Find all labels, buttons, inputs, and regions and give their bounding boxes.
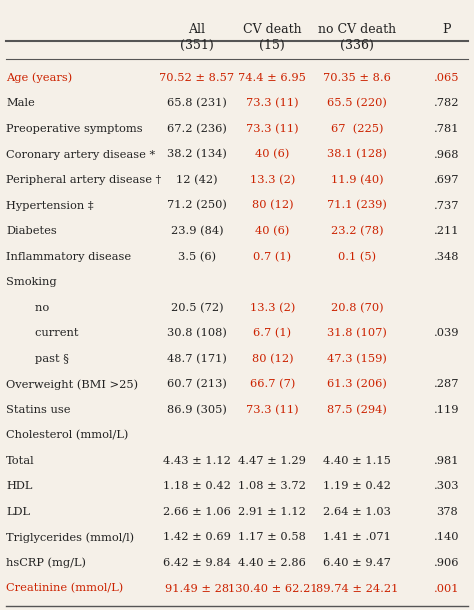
Text: .906: .906: [434, 558, 459, 568]
Text: 4.40 ± 2.86: 4.40 ± 2.86: [238, 558, 306, 568]
Text: HDL: HDL: [6, 481, 33, 492]
Text: Peripheral artery disease †: Peripheral artery disease †: [6, 175, 161, 185]
Text: .737: .737: [434, 201, 459, 210]
Text: .039: .039: [434, 328, 459, 338]
Text: 38.1 (128): 38.1 (128): [327, 149, 387, 160]
Text: 20.5 (72): 20.5 (72): [171, 303, 223, 313]
Text: .065: .065: [434, 73, 459, 83]
Text: Age (years): Age (years): [6, 73, 73, 83]
Text: 6.40 ± 9.47: 6.40 ± 9.47: [323, 558, 391, 568]
Text: .981: .981: [434, 456, 459, 466]
Text: 2.64 ± 1.03: 2.64 ± 1.03: [323, 507, 391, 517]
Text: 1.41 ± .071: 1.41 ± .071: [323, 533, 391, 542]
Text: .348: .348: [434, 252, 459, 262]
Text: 67  (225): 67 (225): [331, 124, 383, 134]
Text: 4.47 ± 1.29: 4.47 ± 1.29: [238, 456, 306, 466]
Text: 73.3 (11): 73.3 (11): [246, 404, 299, 415]
Text: LDL: LDL: [6, 507, 30, 517]
Text: 40 (6): 40 (6): [255, 226, 290, 236]
Text: 47.3 (159): 47.3 (159): [327, 354, 387, 364]
Text: All
(351): All (351): [180, 23, 214, 52]
Text: .968: .968: [434, 149, 459, 159]
Text: 67.2 (236): 67.2 (236): [167, 124, 227, 134]
Text: 65.5 (220): 65.5 (220): [327, 98, 387, 109]
Text: Male: Male: [6, 98, 35, 109]
Text: 66.7 (7): 66.7 (7): [250, 379, 295, 389]
Text: 80 (12): 80 (12): [252, 201, 293, 210]
Text: P: P: [442, 23, 451, 35]
Text: Total: Total: [6, 456, 35, 466]
Text: no: no: [6, 303, 49, 313]
Text: Preoperative symptoms: Preoperative symptoms: [6, 124, 143, 134]
Text: 0.7 (1): 0.7 (1): [253, 251, 292, 262]
Text: 86.9 (305): 86.9 (305): [167, 404, 227, 415]
Text: 74.4 ± 6.95: 74.4 ± 6.95: [238, 73, 306, 83]
Text: Coronary artery disease *: Coronary artery disease *: [6, 149, 155, 159]
Text: 1.17 ± 0.58: 1.17 ± 0.58: [238, 533, 306, 542]
Text: Hypertension ‡: Hypertension ‡: [6, 201, 94, 210]
Text: 2.91 ± 1.12: 2.91 ± 1.12: [238, 507, 306, 517]
Text: 13.3 (2): 13.3 (2): [250, 175, 295, 185]
Text: 60.7 (213): 60.7 (213): [167, 379, 227, 389]
Text: Overweight (BMI >25): Overweight (BMI >25): [6, 379, 138, 390]
Text: Cholesterol (mmol/L): Cholesterol (mmol/L): [6, 430, 128, 440]
Text: 40 (6): 40 (6): [255, 149, 290, 160]
Text: 12 (42): 12 (42): [176, 175, 218, 185]
Text: 65.8 (231): 65.8 (231): [167, 98, 227, 109]
Text: Inflammatory disease: Inflammatory disease: [6, 252, 131, 262]
Text: 20.8 (70): 20.8 (70): [331, 303, 383, 313]
Text: Triglycerides (mmol/l): Triglycerides (mmol/l): [6, 532, 134, 543]
Text: 38.2 (134): 38.2 (134): [167, 149, 227, 160]
Text: Creatinine (mmol/L): Creatinine (mmol/L): [6, 583, 123, 594]
Text: Smoking: Smoking: [6, 277, 57, 287]
Text: 71.2 (250): 71.2 (250): [167, 201, 227, 210]
Text: Statins use: Statins use: [6, 405, 71, 415]
Text: 4.40 ± 1.15: 4.40 ± 1.15: [323, 456, 391, 466]
Text: 73.3 (11): 73.3 (11): [246, 124, 299, 134]
Text: 6.7 (1): 6.7 (1): [253, 328, 292, 339]
Text: 70.52 ± 8.57: 70.52 ± 8.57: [159, 73, 235, 83]
Text: 13.3 (2): 13.3 (2): [250, 303, 295, 313]
Text: .782: .782: [434, 98, 459, 109]
Text: 3.5 (6): 3.5 (6): [178, 251, 216, 262]
Text: 6.42 ± 9.84: 6.42 ± 9.84: [163, 558, 231, 568]
Text: 1.08 ± 3.72: 1.08 ± 3.72: [238, 481, 306, 492]
Text: .303: .303: [434, 481, 459, 492]
Text: 130.40 ± 62.21: 130.40 ± 62.21: [228, 584, 317, 594]
Text: .697: .697: [434, 175, 459, 185]
Text: .781: .781: [434, 124, 459, 134]
Text: 2.66 ± 1.06: 2.66 ± 1.06: [163, 507, 231, 517]
Text: .001: .001: [434, 584, 459, 594]
Text: current: current: [6, 328, 79, 338]
Text: 48.7 (171): 48.7 (171): [167, 354, 227, 364]
Text: 89.74 ± 24.21: 89.74 ± 24.21: [316, 584, 398, 594]
Text: 71.1 (239): 71.1 (239): [327, 201, 387, 210]
Text: hsCRP (mg/L): hsCRP (mg/L): [6, 558, 86, 569]
Text: 0.1 (5): 0.1 (5): [338, 251, 376, 262]
Text: Diabetes: Diabetes: [6, 226, 57, 236]
Text: 80 (12): 80 (12): [252, 354, 293, 364]
Text: CV death
(15): CV death (15): [243, 23, 301, 52]
Text: 23.9 (84): 23.9 (84): [171, 226, 223, 236]
Text: 4.43 ± 1.12: 4.43 ± 1.12: [163, 456, 231, 466]
Text: 70.35 ± 8.6: 70.35 ± 8.6: [323, 73, 391, 83]
Text: 87.5 (294): 87.5 (294): [327, 404, 387, 415]
Text: .119: .119: [434, 405, 459, 415]
Text: .140: .140: [434, 533, 459, 542]
Text: 73.3 (11): 73.3 (11): [246, 98, 299, 109]
Text: 23.2 (78): 23.2 (78): [331, 226, 383, 236]
Text: .211: .211: [434, 226, 459, 236]
Text: 30.8 (108): 30.8 (108): [167, 328, 227, 339]
Text: 1.42 ± 0.69: 1.42 ± 0.69: [163, 533, 231, 542]
Text: 31.8 (107): 31.8 (107): [327, 328, 387, 339]
Text: 1.19 ± 0.42: 1.19 ± 0.42: [323, 481, 391, 492]
Text: past §: past §: [6, 354, 69, 364]
Text: .287: .287: [434, 379, 459, 389]
Text: 378: 378: [436, 507, 457, 517]
Text: 11.9 (40): 11.9 (40): [331, 175, 383, 185]
Text: 1.18 ± 0.42: 1.18 ± 0.42: [163, 481, 231, 492]
Text: 61.3 (206): 61.3 (206): [327, 379, 387, 389]
Text: no CV death
(336): no CV death (336): [318, 23, 396, 52]
Text: 91.49 ± 28: 91.49 ± 28: [165, 584, 229, 594]
